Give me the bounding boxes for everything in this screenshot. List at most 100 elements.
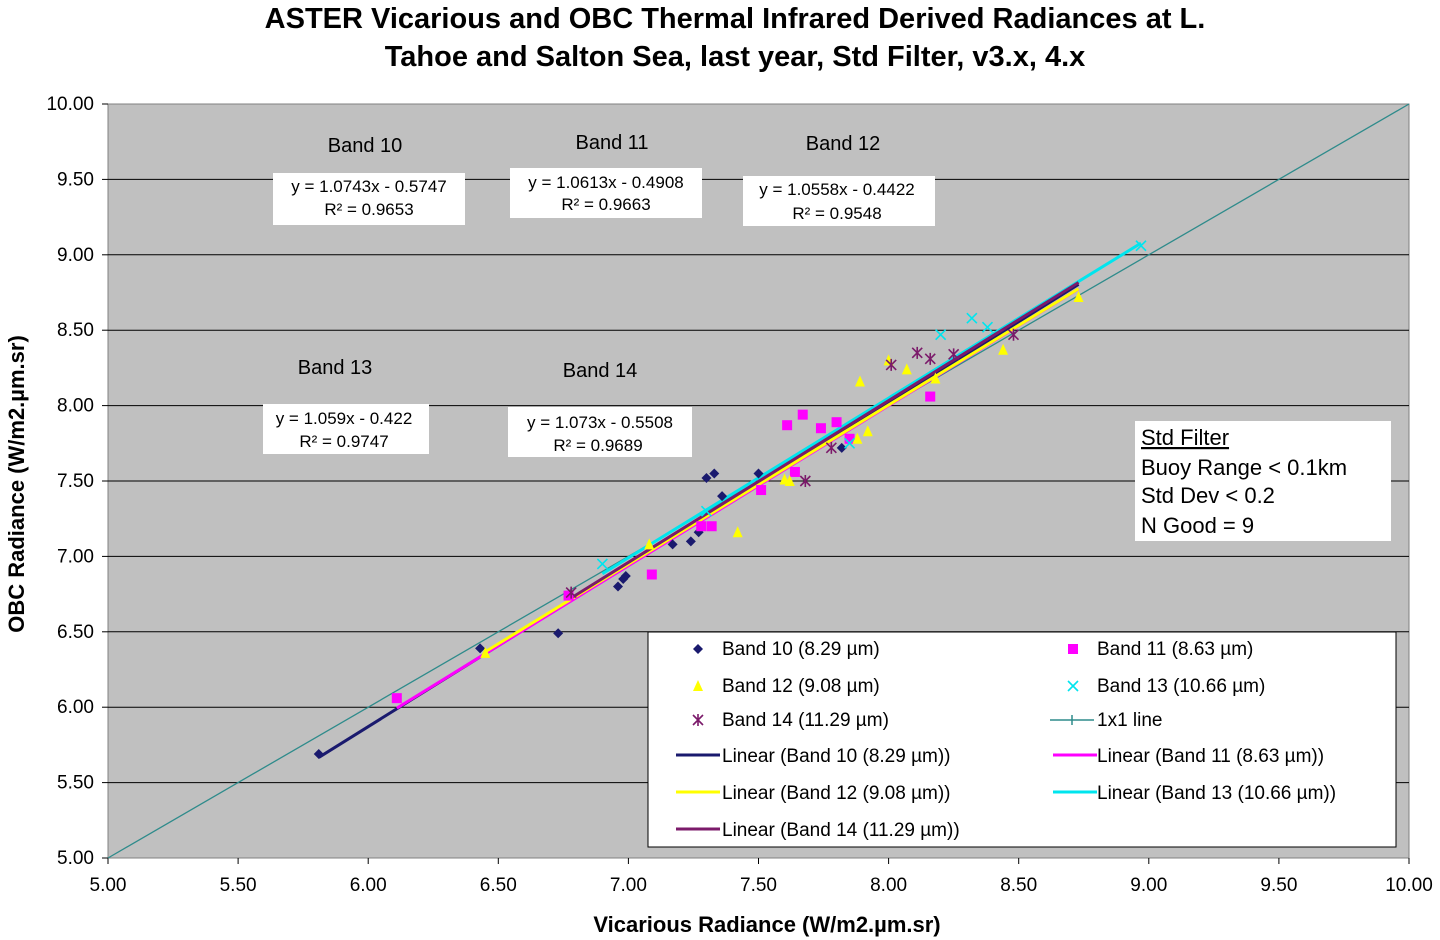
y-tick-label: 7.00: [57, 546, 94, 567]
x-tick-label: 7.00: [610, 875, 647, 896]
x-tick-label: 10.00: [1385, 875, 1433, 896]
point-band-10: [475, 643, 486, 654]
point-band-11: [815, 423, 826, 434]
y-tick-label: 7.50: [57, 471, 94, 492]
band-11-r2: R² = 0.9663: [561, 195, 650, 214]
point-band-12: [644, 538, 655, 550]
band-12-equation-box: [743, 176, 935, 226]
point-band-10: [553, 628, 564, 639]
y-tick-label: 9.50: [57, 169, 94, 190]
y-tick-label: 8.50: [57, 320, 94, 341]
legend-band-12: Band 12 (9.08 µm): [722, 676, 880, 697]
band-11-equation: y = 1.0613x - 0.4908: [528, 173, 683, 192]
band-12-r2: R² = 0.9548: [792, 204, 881, 223]
legend-linear-band-11: Linear (Band 11 (8.63 µm)): [1097, 746, 1324, 767]
point-band-12: [784, 475, 795, 486]
y-tick-label: 5.50: [57, 773, 94, 794]
point-band-13: [966, 312, 978, 324]
x-tick-label: 8.00: [870, 875, 907, 896]
point-band-11: [756, 485, 767, 496]
std-filter-box: [1135, 421, 1391, 541]
point-band-10: [753, 468, 764, 479]
x-tick-label: 6.50: [480, 875, 517, 896]
band-10-r2: R² = 0.9653: [324, 200, 413, 219]
x-axis-title: Vicarious Radiance (W/m2.µm.sr): [593, 912, 940, 937]
point-band-11: [706, 521, 717, 532]
legend-symbol-band-12: [693, 680, 703, 691]
point-band-14: [1007, 328, 1020, 341]
point-band-10: [701, 472, 712, 483]
y-tick-label: 6.50: [57, 622, 94, 643]
legend-box: [647, 631, 1397, 848]
legend-linear-band-13: Linear (Band 13 (10.66 µm)): [1097, 783, 1336, 804]
std-filter-buoy-range: Buoy Range < 0.1km: [1141, 455, 1347, 480]
point-band-14: [885, 358, 897, 371]
band-13-r2: R² = 0.9747: [299, 432, 388, 451]
point-band-12: [862, 425, 873, 437]
point-band-14: [799, 475, 811, 487]
legend-band-14: Band 14 (11.29 µm): [722, 710, 889, 731]
band-11-label: Band 11: [575, 132, 648, 154]
fit-line-band-14: [570, 281, 1080, 600]
band-10-equation: y = 1.0743x - 0.5747: [291, 177, 446, 196]
point-band-13: [1135, 240, 1147, 252]
chart-title-line-1: ASTER Vicarious and OBC Thermal Infrared…: [265, 3, 1206, 35]
legend-symbol-band-13: [1067, 680, 1079, 692]
x-tick-label: 5.00: [90, 875, 127, 896]
x-tick-label: 7.50: [740, 875, 777, 896]
y-tick-label: 8.00: [57, 396, 94, 417]
point-band-13: [935, 329, 947, 341]
point-band-12: [998, 343, 1009, 355]
linear-fit-lines: [317, 241, 1142, 759]
legend-band-13: Band 13 (10.66 µm): [1097, 676, 1265, 697]
legend-1x1-line: 1x1 line: [1097, 710, 1163, 731]
point-band-10: [717, 491, 728, 502]
point-band-14: [924, 352, 936, 365]
band-14-equation: y = 1.073x - 0.5508: [527, 413, 673, 432]
legend-linear-band-12: Linear (Band 12 (9.08 µm)): [722, 783, 951, 804]
point-band-11: [844, 433, 855, 444]
point-band-10: [836, 442, 847, 453]
legend-symbol-band-10: [693, 644, 703, 654]
y-tick-label: 9.00: [57, 245, 94, 266]
x-tick-label: 6.00: [350, 875, 387, 896]
x-tick-label: 8.50: [1000, 875, 1037, 896]
y-tick-label: 5.00: [57, 848, 94, 869]
point-band-12: [901, 363, 912, 375]
point-band-10: [620, 571, 631, 582]
point-band-10: [313, 748, 324, 759]
y-tick-label: 10.00: [46, 94, 94, 115]
point-band-12: [480, 646, 491, 658]
point-band-14: [911, 346, 923, 359]
point-band-12: [854, 375, 865, 387]
y-axis-title: OBC Radiance (W/m2.µm.sr): [4, 335, 29, 633]
band-14-r2: R² = 0.9689: [553, 436, 642, 455]
std-filter-n-good: N Good = 9: [1141, 513, 1254, 538]
x-tick-label: 9.50: [1260, 875, 1297, 896]
band-12-equation: y = 1.0558x - 0.4422: [759, 180, 914, 199]
x-tick-label: 9.00: [1130, 875, 1167, 896]
band-10-equation-box: [273, 173, 465, 225]
point-band-14: [565, 586, 577, 599]
point-band-10: [685, 536, 696, 547]
point-band-11: [696, 521, 707, 532]
data-points: [313, 240, 1147, 759]
band-13-label: Band 13: [298, 357, 373, 379]
band-12-label: Band 12: [806, 133, 881, 155]
point-band-10: [667, 539, 678, 550]
point-band-11: [646, 569, 657, 580]
point-band-14: [948, 348, 960, 361]
axis-ticks: 5.00 5.50 6.00 6.50 7.00 7.50 8.00 8.50 9.00 9.50…: [46, 94, 1432, 896]
point-band-13: [844, 437, 856, 449]
band-13-equation-box: [263, 404, 429, 454]
point-band-13: [596, 558, 608, 570]
legend-linear-band-10: Linear (Band 10 (8.29 µm)): [722, 746, 951, 767]
point-band-14: [825, 441, 837, 454]
point-band-12: [852, 432, 863, 444]
legend-band-11: Band 11 (8.63 µm): [1097, 639, 1253, 660]
point-band-11: [782, 420, 793, 431]
legend-symbol-band-11: [1068, 644, 1078, 654]
point-band-11: [797, 409, 808, 420]
point-band-11: [925, 391, 936, 402]
point-band-10: [612, 581, 623, 592]
